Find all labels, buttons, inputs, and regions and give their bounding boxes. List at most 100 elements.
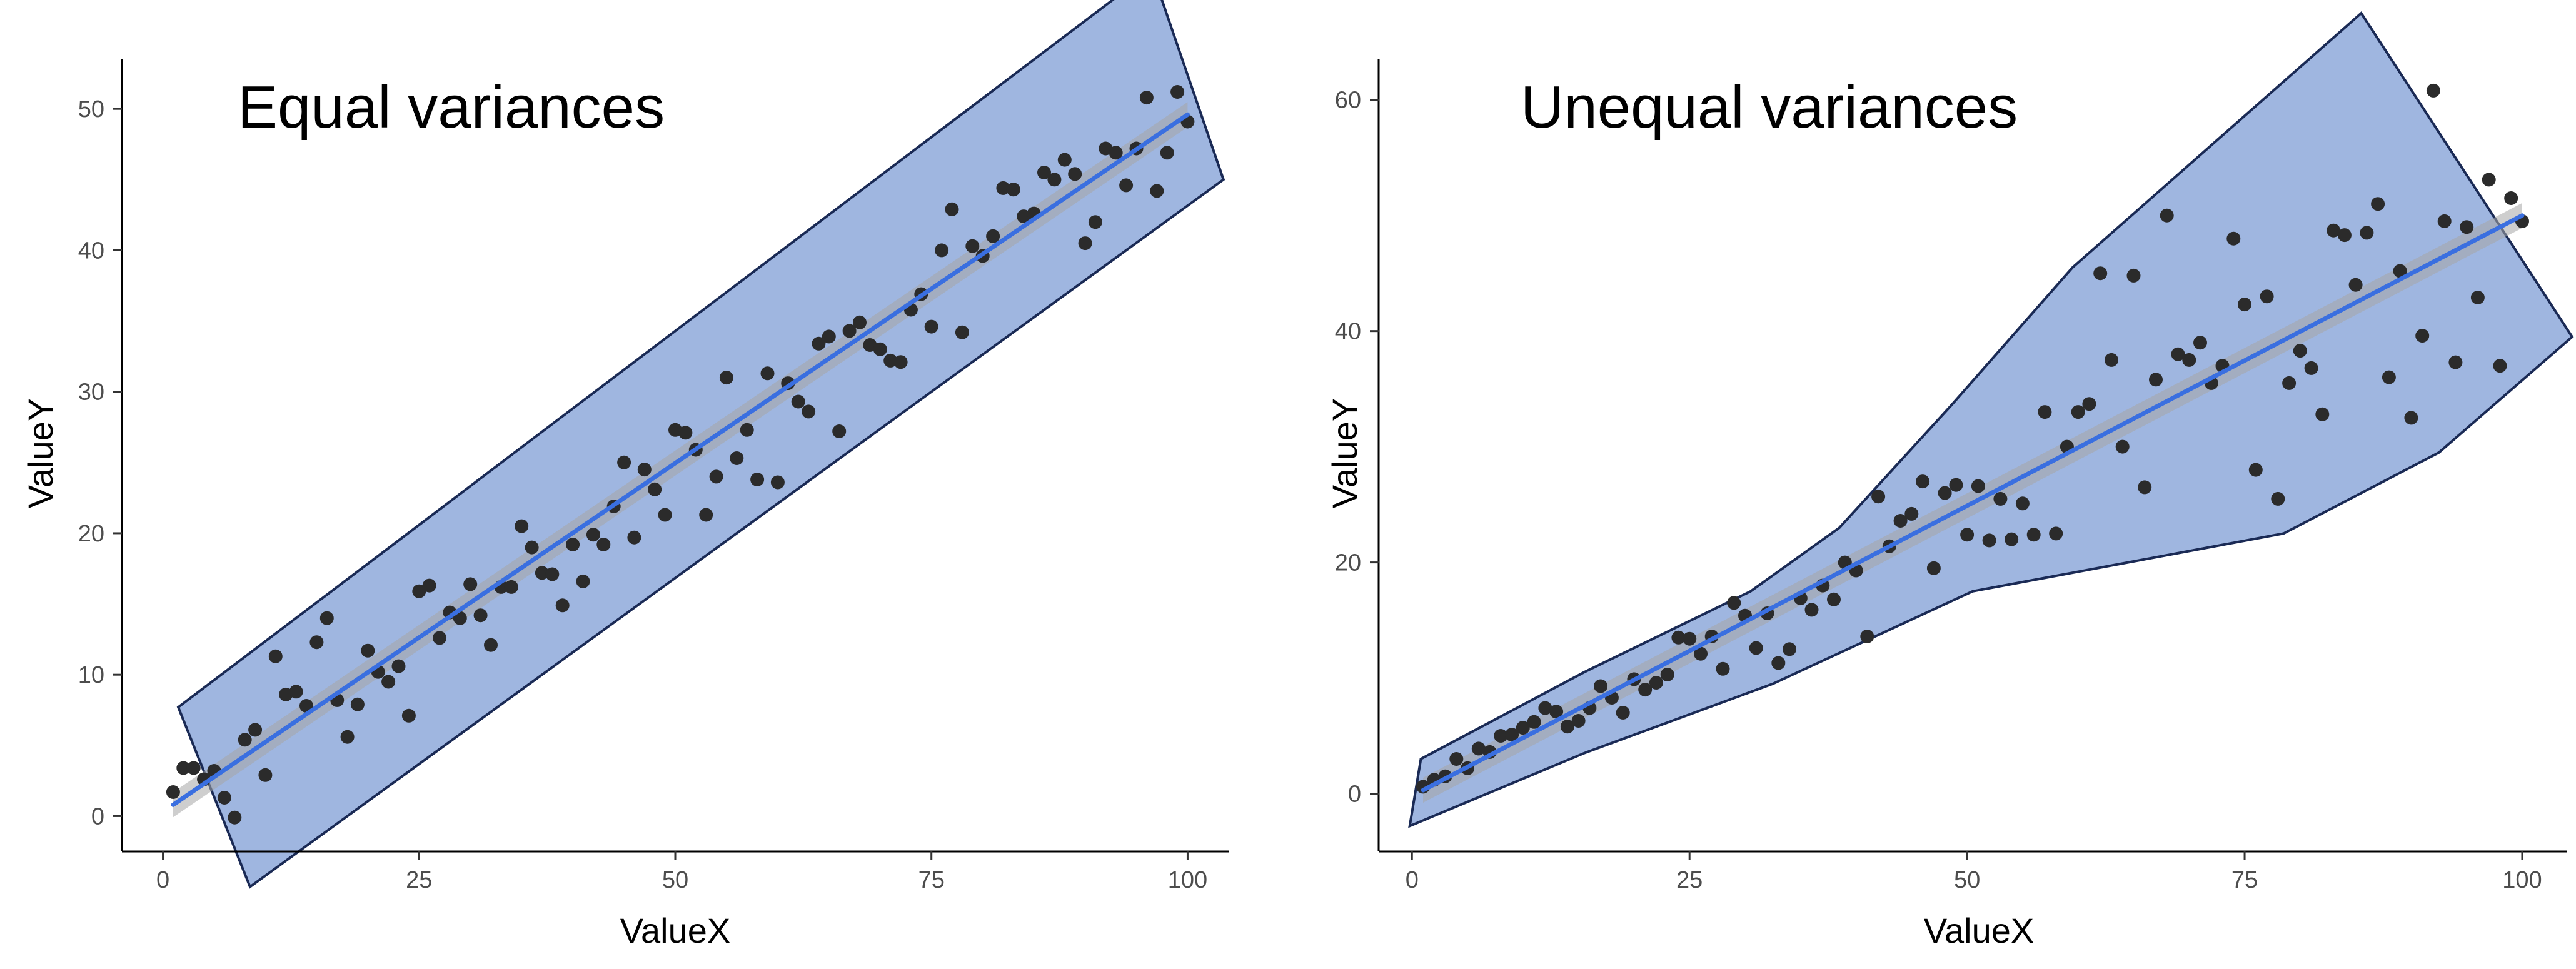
data-point (996, 181, 1010, 195)
y-axis-title: ValueY (21, 398, 60, 508)
data-point (2038, 405, 2052, 419)
data-point (1804, 603, 1819, 617)
data-point (2415, 329, 2430, 343)
data-point (238, 733, 252, 747)
data-point (401, 708, 416, 723)
data-point (2315, 407, 2330, 421)
data-point (1694, 646, 1708, 661)
y-tick-label: 30 (78, 379, 104, 406)
data-point (1037, 166, 1051, 179)
data-point (176, 761, 191, 775)
data-point (2404, 411, 2418, 425)
data-point (760, 366, 775, 381)
data-point (1982, 533, 1996, 548)
data-point (2226, 231, 2241, 246)
data-point (2360, 226, 2374, 240)
data-point (1771, 656, 1786, 670)
data-point (1449, 752, 1464, 766)
data-point (791, 394, 805, 409)
data-point (1926, 561, 1941, 575)
data-point (2282, 376, 2297, 390)
data-point (935, 243, 949, 258)
data-point (535, 566, 549, 580)
data-point (596, 538, 611, 551)
unequal-variances-panel: 0 25 50 75 100 0 20 40 60 Unequal variances Valu… (1325, 11, 2574, 950)
data-point (1904, 506, 1919, 521)
y-tick-label: 0 (91, 803, 104, 830)
x-tick-label: 25 (406, 867, 432, 893)
data-point (545, 567, 560, 581)
data-point (412, 584, 426, 598)
data-point (1916, 474, 1930, 489)
y-tick-label: 40 (1335, 319, 1361, 345)
data-point (1571, 714, 1586, 728)
data-point (658, 508, 672, 522)
data-point (1827, 592, 1841, 606)
data-point (1109, 146, 1123, 160)
data-point (309, 635, 324, 650)
data-point (289, 685, 303, 699)
variance-region (1408, 11, 2574, 828)
data-point (1471, 741, 1486, 756)
data-point (586, 528, 600, 542)
data-point (1871, 490, 1886, 504)
data-point (2371, 197, 2385, 211)
data-point (1494, 729, 1508, 743)
x-axis-title: ValueX (1924, 911, 2034, 950)
data-point (730, 451, 744, 465)
data-point (2293, 344, 2307, 358)
data-point (2470, 291, 2485, 304)
data-point (678, 426, 693, 440)
data-point (2015, 496, 2030, 511)
data-point (924, 319, 938, 334)
data-point (1949, 478, 1963, 492)
y-tick-label: 20 (78, 521, 104, 547)
data-point (1683, 631, 1697, 646)
x-tick-label: 100 (2502, 867, 2542, 893)
data-point (1671, 630, 1686, 645)
data-point (484, 638, 498, 652)
data-point (750, 473, 765, 486)
data-point (463, 577, 478, 591)
y-tick-label: 20 (1335, 550, 1361, 576)
data-point (350, 697, 365, 711)
panel-title: Equal variances (238, 74, 665, 141)
data-point (965, 239, 980, 253)
data-point (1649, 676, 1663, 690)
data-point (515, 519, 529, 533)
data-point (955, 325, 969, 339)
x-tick-label: 50 (1954, 867, 1980, 893)
data-point (637, 463, 652, 477)
data-point (945, 202, 959, 216)
panel-title: Unequal variances (1521, 74, 2018, 141)
data-point (648, 482, 662, 496)
data-point (2248, 463, 2263, 477)
data-point (2082, 397, 2096, 411)
data-point (2138, 480, 2152, 495)
data-point (832, 424, 847, 438)
data-point (2193, 336, 2207, 350)
data-point (248, 723, 263, 737)
data-point (1516, 721, 1530, 735)
data-point (576, 574, 590, 588)
data-point (1860, 630, 1874, 643)
data-point (627, 530, 641, 545)
data-point (822, 329, 836, 344)
data-point (340, 730, 355, 744)
data-point (525, 540, 539, 555)
data-point (770, 475, 785, 490)
data-point (1938, 486, 1952, 500)
data-point (268, 649, 283, 663)
data-point (2149, 373, 2163, 387)
data-point (1505, 728, 1519, 742)
data-point (1960, 528, 1975, 542)
data-point (1139, 91, 1154, 105)
data-point (1150, 184, 1164, 198)
y-axis-title: ValueY (1325, 398, 1364, 508)
data-point (812, 336, 826, 351)
data-point (2005, 532, 2019, 546)
data-point (391, 659, 406, 673)
x-axis-title: ValueX (620, 911, 730, 950)
data-point (504, 580, 518, 594)
data-point (2260, 289, 2274, 304)
